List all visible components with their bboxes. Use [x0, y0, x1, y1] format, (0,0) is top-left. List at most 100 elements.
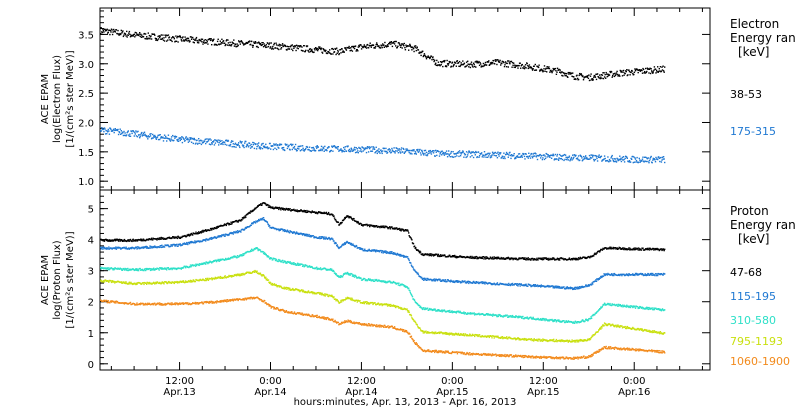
- proton-point-115-195: [548, 286, 550, 288]
- electron-point-175-315: [232, 143, 234, 145]
- electron-point-38-53: [205, 42, 207, 44]
- electron-point-38-53: [383, 44, 385, 46]
- proton-point-47-68: [652, 247, 654, 250]
- proton-point-115-195: [181, 244, 184, 246]
- electron-point-38-53: [206, 41, 208, 43]
- electron-point-38-53: [630, 71, 632, 74]
- proton-point-47-68: [433, 253, 435, 256]
- proton-point-115-195: [596, 278, 599, 280]
- electron-point-175-315: [598, 154, 600, 156]
- proton-point-310-580: [218, 260, 220, 262]
- electron-point-175-315: [180, 137, 182, 139]
- electron-point-38-53: [639, 70, 641, 72]
- electron-point-175-315: [241, 141, 243, 143]
- electron-point-175-315: [291, 144, 293, 147]
- electron-point-175-315: [522, 152, 524, 155]
- electron-point-38-53: [142, 35, 145, 38]
- proton-point-310-580: [171, 268, 173, 271]
- electron-point-38-53: [425, 56, 427, 58]
- proton-point-115-195: [617, 274, 619, 276]
- electron-point-175-315: [286, 147, 289, 150]
- proton-point-47-68: [282, 207, 284, 209]
- proton-point-47-68: [603, 248, 605, 250]
- electron-point-175-315: [660, 161, 663, 163]
- electron-point-175-315: [314, 149, 317, 152]
- electron-point-38-53: [513, 66, 515, 68]
- electron-point-38-53: [623, 74, 625, 76]
- proton-point-115-195: [360, 247, 363, 250]
- proton-point-310-580: [215, 259, 217, 261]
- proton-point-47-68: [254, 208, 257, 210]
- electron-point-38-53: [231, 43, 233, 46]
- electron-point-38-53: [528, 64, 531, 66]
- proton-point-115-195: [295, 232, 297, 235]
- electron-point-175-315: [353, 148, 355, 150]
- proton-point-115-195: [102, 248, 104, 250]
- electron-point-175-315: [452, 151, 454, 153]
- electron-point-38-53: [226, 44, 229, 46]
- proton-point-115-195: [187, 243, 189, 246]
- electron-point-175-315: [633, 156, 635, 158]
- proton-point-115-195: [452, 280, 455, 282]
- proton-point-115-195: [262, 219, 264, 221]
- electron-point-38-53: [628, 69, 630, 71]
- electron-point-38-53: [272, 45, 274, 48]
- proton-point-115-195: [343, 243, 345, 245]
- proton-point-115-195: [399, 255, 401, 257]
- electron-point-175-315: [556, 153, 559, 156]
- electron-point-175-315: [590, 154, 592, 156]
- electron-point-175-315: [250, 143, 252, 146]
- electron-point-38-53: [430, 55, 433, 57]
- electron-point-175-315: [514, 158, 516, 160]
- electron-point-38-53: [484, 63, 486, 66]
- electron-point-38-53: [523, 68, 526, 70]
- proton-point-310-580: [116, 268, 119, 270]
- electron-point-38-53: [111, 33, 114, 36]
- proton-point-115-195: [383, 251, 385, 253]
- electron-point-38-53: [110, 31, 112, 33]
- proton-point-115-195: [540, 286, 542, 288]
- electron-point-38-53: [178, 36, 180, 38]
- electron-point-175-315: [323, 150, 325, 152]
- electron-point-38-53: [647, 68, 650, 70]
- electron-point-38-53: [227, 42, 230, 44]
- proton-point-47-68: [305, 211, 308, 214]
- electron-point-175-315: [259, 148, 262, 150]
- proton-point-115-195: [305, 234, 307, 237]
- electron-point-175-315: [518, 156, 520, 158]
- proton-point-115-195: [641, 273, 643, 276]
- proton-point-310-580: [380, 280, 382, 282]
- electron-point-175-315: [303, 150, 305, 152]
- proton-point-115-195: [344, 242, 346, 244]
- proton-point-47-68: [251, 211, 253, 213]
- electron-point-175-315: [233, 146, 236, 148]
- proton-point-47-68: [340, 222, 342, 225]
- proton-point-47-68: [466, 255, 468, 258]
- electron-point-38-53: [206, 39, 208, 41]
- proton-point-115-195: [244, 228, 246, 231]
- electron-point-38-53: [165, 36, 167, 38]
- electron-point-175-315: [496, 157, 499, 159]
- electron-point-175-315: [602, 159, 605, 161]
- proton-point-115-195: [657, 274, 659, 277]
- electron-point-175-315: [442, 152, 444, 155]
- proton-point-115-195: [332, 238, 334, 240]
- proton-point-310-580: [262, 252, 265, 255]
- electron-point-38-53: [658, 68, 660, 70]
- electron-point-38-53: [548, 66, 550, 68]
- proton-point-115-195: [619, 274, 621, 277]
- electron-point-175-315: [127, 130, 129, 132]
- electron-point-175-315: [606, 159, 608, 162]
- proton-point-115-195: [417, 272, 419, 274]
- electron-point-175-315: [463, 156, 465, 158]
- proton-point-47-68: [414, 247, 416, 249]
- electron-point-38-53: [103, 31, 105, 33]
- proton-point-115-195: [555, 287, 557, 289]
- proton-point-310-580: [150, 268, 152, 270]
- electron-point-175-315: [631, 158, 633, 160]
- proton-point-47-68: [252, 210, 254, 212]
- proton-point-310-580: [113, 267, 115, 270]
- electron-point-38-53: [386, 44, 389, 46]
- proton-point-310-580: [200, 263, 203, 266]
- proton-point-47-68: [368, 224, 370, 226]
